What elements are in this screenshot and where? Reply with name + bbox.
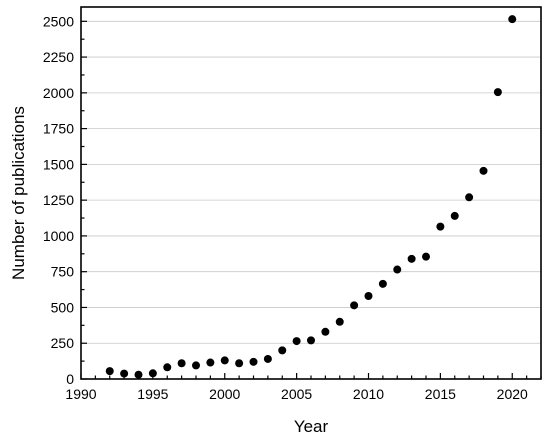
y-tick-label: 1250 bbox=[43, 192, 74, 208]
x-tick-label: 2020 bbox=[497, 386, 528, 402]
y-tick-label: 1000 bbox=[43, 228, 74, 244]
data-point bbox=[450, 211, 459, 220]
x-tick-label: 2000 bbox=[209, 386, 240, 402]
y-tick-label: 1500 bbox=[43, 156, 74, 172]
data-point bbox=[493, 88, 502, 97]
data-point bbox=[335, 317, 344, 326]
x-tick-label: 1990 bbox=[65, 386, 96, 402]
grid-lines bbox=[81, 20, 541, 344]
data-point bbox=[192, 361, 200, 370]
data-point bbox=[292, 337, 301, 346]
data-point bbox=[249, 357, 258, 366]
data-point bbox=[206, 358, 215, 367]
data-point bbox=[307, 336, 315, 345]
data-point bbox=[163, 363, 172, 372]
data-point bbox=[235, 359, 244, 368]
y-tick-label: 500 bbox=[51, 299, 75, 315]
x-tick-label: 2005 bbox=[281, 386, 312, 402]
data-point bbox=[105, 367, 114, 376]
x-tick-labels: 1990 1995 2000 2005 2010 2015 2020 bbox=[65, 386, 528, 402]
data-point bbox=[148, 369, 157, 378]
x-tick-label: 2015 bbox=[425, 386, 456, 402]
data-points bbox=[105, 15, 517, 379]
data-point bbox=[407, 254, 416, 263]
data-point bbox=[134, 370, 143, 379]
data-point bbox=[220, 356, 229, 365]
data-point bbox=[479, 166, 488, 175]
y-tick-label: 0 bbox=[66, 371, 74, 387]
data-point bbox=[378, 279, 387, 288]
data-point bbox=[321, 327, 330, 336]
data-point bbox=[364, 292, 373, 301]
data-point bbox=[263, 354, 272, 363]
data-point bbox=[422, 252, 430, 261]
y-tick-label: 2500 bbox=[43, 13, 74, 29]
y-tick-label: 2250 bbox=[43, 49, 74, 65]
x-tick-label: 2010 bbox=[353, 386, 384, 402]
data-point bbox=[393, 265, 402, 274]
data-point bbox=[177, 359, 186, 368]
data-point bbox=[278, 346, 287, 355]
data-point bbox=[350, 301, 359, 310]
data-point bbox=[465, 193, 474, 202]
x-tick-label: 1995 bbox=[137, 386, 168, 402]
y-tick-label: 1750 bbox=[43, 121, 74, 137]
y-tick-label: 750 bbox=[51, 264, 75, 280]
y-axis-title: Number of publications bbox=[9, 106, 28, 280]
data-point bbox=[120, 369, 129, 378]
x-axis-title: Year bbox=[294, 417, 329, 436]
y-tick-label: 250 bbox=[51, 335, 75, 351]
y-tick-label: 2000 bbox=[43, 85, 74, 101]
data-point bbox=[508, 15, 517, 24]
y-tick-labels: 0 250 500 750 1000 1250 1500 1750 2000 2250 2500 bbox=[43, 13, 74, 387]
data-point bbox=[436, 222, 445, 231]
plot-frame bbox=[80, 6, 542, 380]
